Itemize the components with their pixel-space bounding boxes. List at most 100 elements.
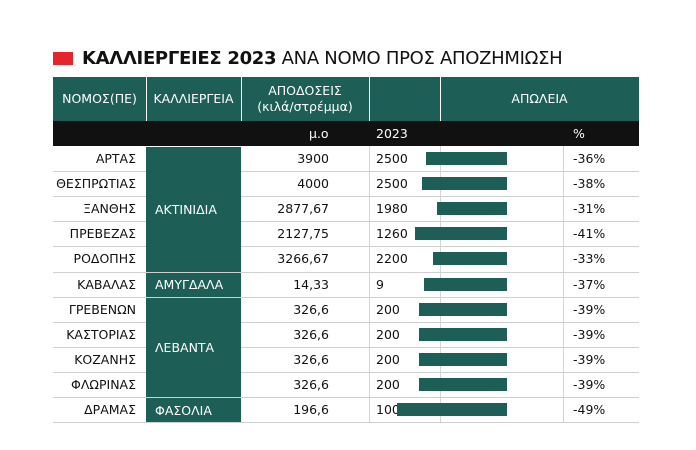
loss-bar	[419, 377, 507, 391]
header-yield: ΑΠΟΔΟΣΕΙΣ (κιλά/στρέμμα)	[241, 77, 369, 121]
yield-mo-cell: 326,6	[293, 301, 329, 317]
subheader-bar: μ.ο 2023 %	[53, 121, 639, 146]
loss-pct-label: -37%	[573, 276, 606, 292]
header-yield-line1: ΑΠΟΔΟΣΕΙΣ	[268, 83, 342, 98]
row-divider	[53, 196, 639, 198]
loss-bar	[432, 252, 507, 266]
yield-2023-cell: 1260	[376, 226, 408, 242]
yield-2023-cell: 200	[376, 376, 400, 392]
row-divider	[53, 371, 639, 373]
nomos-cell: ΔΡΑΜΑΣ	[84, 402, 136, 417]
loss-bar	[419, 352, 507, 366]
loss-pct-label: -39%	[573, 351, 606, 367]
row-divider	[53, 171, 639, 173]
yield-mo-cell: 3900	[297, 151, 329, 166]
loss-pct-label: -38%	[573, 176, 606, 192]
yield-mo-cell: 196,6	[293, 402, 329, 417]
loss-bar	[419, 327, 507, 341]
subheader-pct: %	[573, 126, 585, 141]
table-row: ΦΛΩΡΙΝΑΣ 326,6 200 -39%	[53, 372, 639, 397]
loss-bar	[421, 177, 507, 191]
header-yield-line2: (κιλά/στρέμμα)	[257, 99, 353, 114]
header-divider	[369, 77, 370, 121]
body-divider	[369, 146, 370, 422]
header-crop: ΚΑΛΛΙΕΡΓΕΙΑ	[146, 77, 241, 121]
loss-bar	[426, 152, 507, 165]
yield-2023-cell: 2500	[376, 151, 408, 166]
header-divider	[146, 77, 147, 121]
loss-bar	[414, 227, 507, 241]
loss-pct-label: -39%	[573, 301, 606, 317]
yield-2023-cell: 200	[376, 351, 400, 367]
row-divider	[53, 246, 639, 248]
table-row: ΡΟΔΟΠΗΣ 3266,67 2200 -33%	[53, 246, 639, 271]
row-divider	[53, 346, 639, 348]
yield-mo-cell: 2127,75	[277, 226, 329, 242]
table-row: ΘΕΣΠΡΩΤΙΑΣ 4000 2500 -38%	[53, 171, 639, 196]
yield-2023-cell: 9	[376, 276, 384, 292]
crop-group: ΑΚΤΙΝΙΔΙΑ	[146, 147, 241, 272]
crop-group: ΑΜΥΓΔΑΛΑ	[146, 272, 241, 297]
header-crop-label: ΚΑΛΛΙΕΡΓΕΙΑ	[153, 91, 234, 106]
yield-mo-cell: 4000	[297, 176, 329, 192]
table-row: ΚΑΒΑΛΑΣ 14,33 9 -37%	[53, 272, 639, 297]
chart-title: ΚΑΛΛΙΕΡΓΕΙΕΣ 2023 ΑΝΑ ΝΟΜΟ ΠΡΟΣ ΑΠΟΖΗΜΙΩ…	[53, 45, 563, 71]
loss-pct-label: -39%	[573, 326, 606, 342]
loss-bar	[419, 302, 507, 316]
yield-2023-cell: 2200	[376, 251, 408, 267]
table-row: ΚΟΖΑΝΗΣ 326,6 200 -39%	[53, 347, 639, 372]
nomos-cell: ΘΕΣΠΡΩΤΙΑΣ	[56, 176, 136, 192]
crop-group-label: ΦΑΣΟΛΙΑ	[155, 402, 212, 418]
header-loss-label: ΑΠΩΛΕΙΑ	[511, 91, 568, 106]
row-divider	[53, 397, 639, 398]
yield-mo-cell: 2877,67	[277, 201, 329, 217]
title-text: ΚΑΛΛΙΕΡΓΕΙΕΣ 2023 ΑΝΑ ΝΟΜΟ ΠΡΟΣ ΑΠΟΖΗΜΙΩ…	[82, 47, 563, 69]
table-bottom-rule	[53, 422, 639, 424]
header-loss: ΑΠΩΛΕΙΑ	[440, 77, 639, 121]
yield-2023-cell: 200	[376, 326, 400, 342]
subheader-2023: 2023	[376, 126, 408, 141]
header-divider	[241, 77, 242, 121]
row-divider	[53, 221, 639, 223]
table-row: ΞΑΝΘΗΣ 2877,67 1980 -31%	[53, 196, 639, 221]
loss-pct-label: -41%	[573, 226, 606, 242]
table-row: ΚΑΣΤΟΡΙΑΣ 326,6 200 -39%	[53, 322, 639, 347]
loss-bar	[396, 403, 507, 416]
loss-pct-label: -36%	[573, 151, 606, 166]
header-divider	[440, 77, 441, 121]
loss-bar	[423, 277, 507, 291]
title-bold: ΚΑΛΛΙΕΡΓΕΙΕΣ 2023	[82, 47, 277, 69]
table-row: ΑΡΤΑΣ 3900 2500 -36%	[53, 146, 639, 171]
yield-mo-cell: 14,33	[293, 276, 329, 292]
loss-pct-label: -31%	[573, 201, 606, 217]
loss-pct-label: -39%	[573, 376, 606, 392]
row-divider	[53, 321, 639, 323]
yield-2023-cell: 100	[376, 402, 400, 417]
body-divider	[563, 146, 564, 422]
yield-2023-cell: 1980	[376, 201, 408, 217]
nomos-cell: ΓΡΕΒΕΝΩΝ	[68, 301, 136, 317]
crop-group: ΦΑΣΟΛΙΑ	[146, 398, 241, 423]
crop-group: ΛΕΒΑΝΤΑ	[146, 297, 241, 397]
nomos-cell: ΚΑΒΑΛΑΣ	[77, 276, 136, 292]
crop-group-label: ΛΕΒΑΝΤΑ	[155, 339, 215, 355]
subheader-mo: μ.ο	[309, 126, 329, 141]
row-divider	[53, 271, 639, 273]
nomos-cell: ΦΛΩΡΙΝΑΣ	[71, 376, 136, 392]
yield-mo-cell: 326,6	[293, 326, 329, 342]
nomos-cell: ΡΟΔΟΠΗΣ	[73, 251, 136, 267]
nomos-cell: ΞΑΝΘΗΣ	[83, 201, 136, 217]
yield-mo-cell: 326,6	[293, 351, 329, 367]
table-row: ΓΡΕΒΕΝΩΝ 326,6 200 -39%	[53, 297, 639, 322]
yield-mo-cell: 326,6	[293, 376, 329, 392]
header-nomos-label: ΝΟΜΟΣ(ΠΕ)	[62, 91, 137, 106]
header-blank	[369, 77, 440, 121]
header-nomos: ΝΟΜΟΣ(ΠΕ)	[53, 77, 146, 121]
table-row: ΠΡΕΒΕΖΑΣ 2127,75 1260 -41%	[53, 221, 639, 246]
nomos-cell: ΑΡΤΑΣ	[95, 151, 136, 166]
loss-pct-label: -33%	[573, 251, 606, 267]
title-marker	[53, 51, 73, 65]
nomos-cell: ΚΟΖΑΝΗΣ	[74, 351, 136, 367]
yield-2023-cell: 2500	[376, 176, 408, 192]
yield-2023-cell: 200	[376, 301, 400, 317]
